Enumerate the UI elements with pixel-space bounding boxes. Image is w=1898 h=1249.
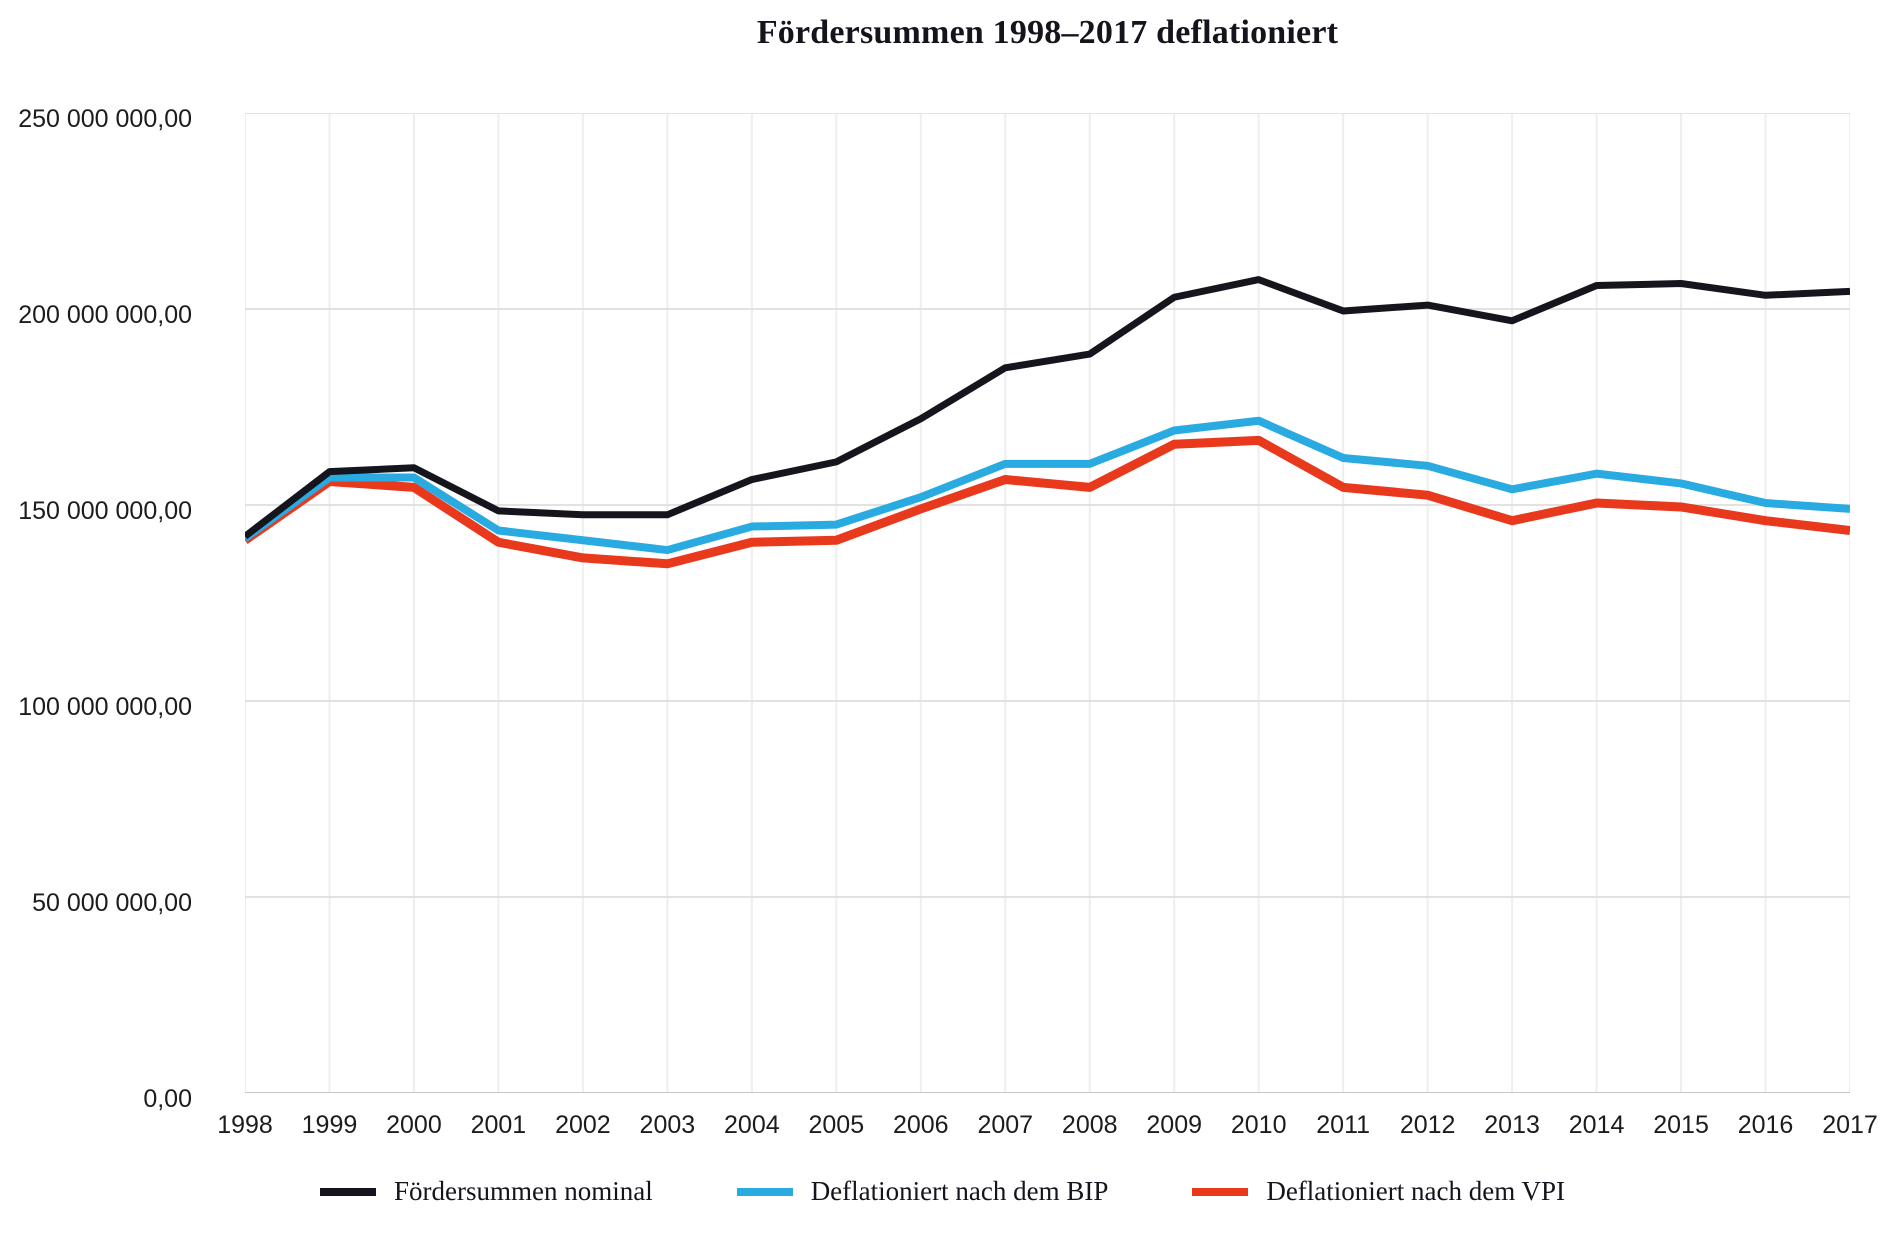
x-tick-label: 2000	[386, 1111, 442, 1139]
legend-label: Deflationiert nach dem VPI	[1266, 1176, 1565, 1206]
x-tick-label: 2010	[1230, 1111, 1287, 1139]
x-tick-label: 1999	[301, 1111, 358, 1139]
y-tick-label: 200 000 000,00	[18, 301, 192, 329]
x-tick-label: 2011	[1316, 1111, 1371, 1139]
x-tick-label: 2016	[1737, 1111, 1794, 1139]
series-line-2	[245, 416, 1850, 555]
legend-item: Deflationiert nach dem BIP	[736, 1176, 1109, 1207]
legend-item: Deflationiert nach dem VPI	[1192, 1176, 1565, 1207]
y-tick-label: 0,00	[143, 1085, 192, 1113]
x-tick-label: 2017	[1822, 1111, 1878, 1139]
y-tick-label: 100 000 000,00	[18, 693, 192, 721]
y-tick-label: 50 000 000,00	[32, 889, 192, 917]
x-tick-label: 2015	[1653, 1111, 1709, 1139]
legend-item: Fördersummen nominal	[320, 1176, 653, 1207]
x-tick-label: 2003	[639, 1111, 696, 1139]
x-tick-label: 2002	[555, 1111, 611, 1139]
x-tick-label: 2007	[977, 1111, 1034, 1139]
series-line-1	[245, 276, 1850, 540]
series-line-3	[245, 435, 1850, 569]
x-tick-label: 2014	[1568, 1111, 1625, 1139]
y-tick-label: 250 000 000,00	[18, 105, 192, 133]
legend-label: Fördersummen nominal	[394, 1176, 653, 1206]
x-tick-label: 2006	[892, 1111, 949, 1139]
line-chart-svg	[245, 113, 1850, 1093]
x-tick-label: 2009	[1146, 1111, 1203, 1139]
legend-swatch-icon	[736, 1187, 793, 1196]
chart-title: Fördersummen 1998–2017 deflationiert	[756, 14, 1339, 51]
legend-label: Deflationiert nach dem BIP	[810, 1176, 1109, 1206]
x-tick-label: 2008	[1061, 1111, 1118, 1139]
legend-swatch-icon	[1192, 1187, 1249, 1196]
x-tick-label: 2005	[808, 1111, 865, 1139]
x-tick-label: 2004	[724, 1111, 780, 1139]
legend-swatch-icon	[320, 1187, 376, 1196]
legend: Fördersummen nominal Deflationiert nach d…	[320, 1176, 1565, 1207]
x-tick-label: 2013	[1484, 1111, 1540, 1139]
y-tick-label: 150 000 000,00	[18, 497, 192, 525]
x-tick-label: 2012	[1399, 1111, 1456, 1139]
x-tick-label: 2001	[470, 1111, 527, 1139]
x-tick-label: 1998	[217, 1111, 273, 1139]
